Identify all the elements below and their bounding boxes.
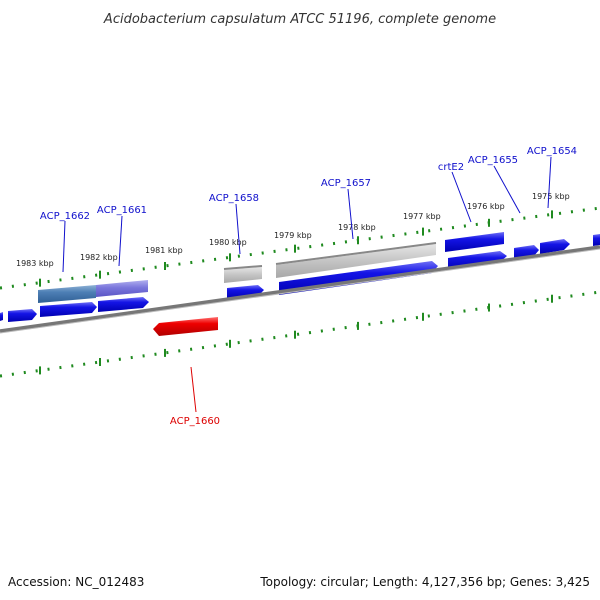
- reverse-dotted-line: [0, 290, 600, 378]
- tick-label-1978: 1978 kbp: [338, 223, 376, 232]
- genome-backbone: [0, 245, 600, 334]
- leader-line-acp-1660: [190, 366, 197, 413]
- feature-bar-steel[interactable]: [38, 285, 96, 303]
- gene-label-acp-1654[interactable]: ACP_1654: [527, 146, 577, 157]
- leader-line-crte2: [451, 171, 472, 223]
- forward-major-ticks: [39, 210, 553, 287]
- upper-feature-row: [38, 232, 504, 303]
- tick-label-1981: 1981 kbp: [145, 246, 183, 255]
- tick-label-1982: 1982 kbp: [80, 253, 118, 262]
- gene-label-acp-1661[interactable]: ACP_1661: [97, 205, 147, 216]
- accession-label: Accession: NC_012483: [8, 575, 144, 589]
- reverse-major-ticks: [39, 294, 553, 375]
- tick-label-1976: 1976 kbp: [467, 202, 505, 211]
- leader-line-acp-1655: [493, 165, 521, 214]
- gene-label-acp-1658[interactable]: ACP_1658: [209, 193, 259, 204]
- reverse-gene-arrows: [153, 317, 218, 336]
- gene-label-crte2[interactable]: crtE2: [438, 162, 464, 173]
- gene-arrow-1[interactable]: [8, 309, 37, 322]
- tick-label-1975: 1975 kbp: [532, 192, 570, 201]
- forward-gene-arrows: [0, 234, 600, 322]
- tick-label-1983: 1983 kbp: [16, 259, 54, 268]
- tick-label-1980: 1980 kbp: [209, 238, 247, 247]
- gene-arrow-acp-1660[interactable]: [153, 317, 218, 336]
- gene-label-acp-1655[interactable]: ACP_1655: [468, 155, 518, 166]
- genome-summary: Topology: circular; Length: 4,127,356 bp…: [259, 575, 590, 589]
- gene-labels: ACP_1662 ACP_1661 ACP_1658 ACP_1657 crtE…: [40, 146, 577, 427]
- gene-label-acp-1662[interactable]: ACP_1662: [40, 211, 90, 222]
- gene-arrow-acp-1654[interactable]: [540, 239, 570, 254]
- reverse-tick-row: [0, 290, 600, 378]
- gene-arrow-acp-1662[interactable]: [40, 302, 97, 317]
- gene-arrow-acp-1661[interactable]: [98, 297, 149, 312]
- tick-labels: 1983 kbp 1982 kbp 1981 kbp 1980 kbp 1979…: [16, 192, 570, 268]
- leader-line-acp-1658: [235, 203, 241, 255]
- grey-bar-top-edge: [275, 242, 437, 265]
- tick-label-1979: 1979 kbp: [274, 231, 312, 240]
- grey-short-top-edge: [223, 265, 263, 270]
- gene-arrow-left-edge[interactable]: [0, 312, 3, 321]
- leader-line-acp-1661: [118, 215, 123, 267]
- leader-line-acp-1662: [62, 220, 66, 273]
- gene-arrow-right-edge[interactable]: [593, 234, 600, 246]
- tick-label-1977: 1977 kbp: [403, 212, 441, 221]
- leader-line-acp-1657: [347, 188, 354, 240]
- feature-bar-grey-short[interactable]: [224, 267, 262, 283]
- forward-tick-row: [0, 206, 600, 290]
- gene-label-acp-1660[interactable]: ACP_1660: [170, 416, 220, 427]
- gene-label-acp-1657[interactable]: ACP_1657: [321, 178, 371, 189]
- leader-line-acp-1654: [547, 156, 552, 209]
- feature-bar-violet[interactable]: [96, 280, 148, 297]
- gene-arrow-crte2-top[interactable]: [445, 232, 504, 252]
- forward-dotted-line: [0, 206, 600, 290]
- map-title: Acidobacterium capsulatum ATCC 51196, co…: [103, 12, 496, 27]
- feature-bar-grey-long[interactable]: [276, 244, 436, 278]
